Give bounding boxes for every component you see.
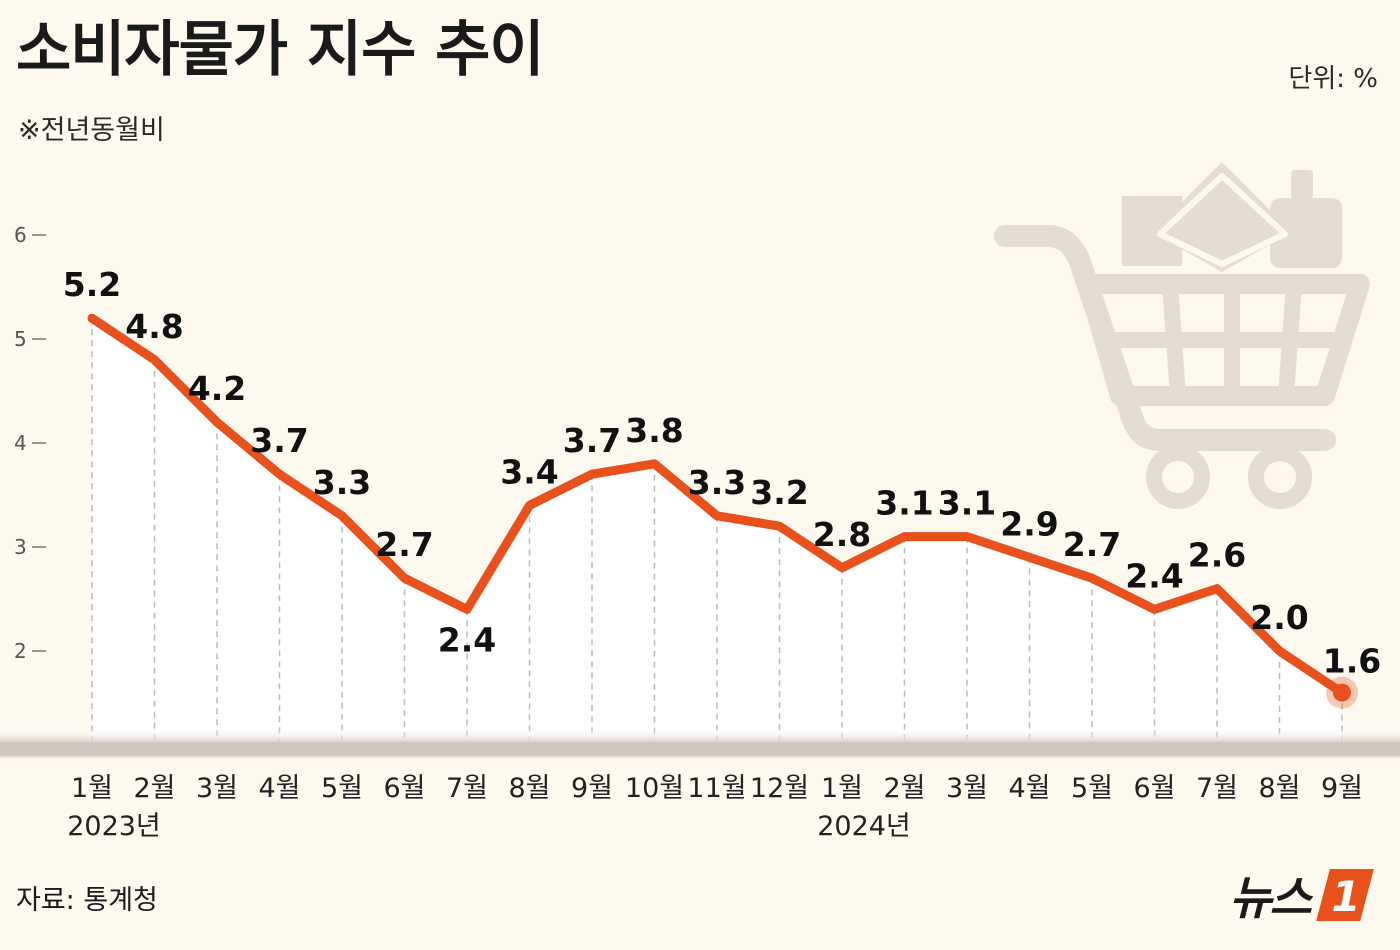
x-tick-label: 12월 bbox=[750, 773, 809, 804]
x-tick-label: 3월 bbox=[196, 773, 238, 804]
source-note: 자료: 통계청 bbox=[16, 885, 158, 916]
data-label: 2.8 bbox=[813, 515, 871, 554]
data-label: 3.8 bbox=[625, 411, 683, 450]
data-label: 2.7 bbox=[1063, 525, 1121, 564]
gridlines bbox=[91, 318, 1343, 742]
y-tick-label: 2 bbox=[14, 639, 27, 663]
year-label: 2024년 bbox=[817, 811, 911, 842]
data-label: 4.2 bbox=[188, 369, 246, 408]
data-label: 5.2 bbox=[63, 265, 121, 304]
series-line bbox=[87, 313, 1358, 709]
x-tick-label: 3월 bbox=[946, 773, 988, 804]
unit-label: 단위: % bbox=[1288, 64, 1378, 94]
data-label: 4.8 bbox=[125, 307, 183, 346]
data-label: 2.4 bbox=[438, 620, 496, 659]
x-tick-label: 7월 bbox=[446, 773, 488, 804]
chart-subtitle: ※전년동월비 bbox=[18, 115, 165, 146]
data-label: 3.3 bbox=[313, 463, 371, 502]
news1-logo: 뉴스 1 bbox=[1229, 862, 1378, 928]
x-tick-label: 5월 bbox=[321, 773, 363, 804]
data-label: 3.4 bbox=[500, 452, 558, 491]
x-tick-label: 1월 bbox=[821, 773, 863, 804]
data-labels: 5.24.84.23.73.32.72.43.43.7 3.83.3 3.22.83… bbox=[63, 265, 1381, 680]
baseline-edge bbox=[0, 756, 1400, 758]
data-label: 2.4 bbox=[1125, 556, 1183, 595]
y-tick-label: 6 bbox=[14, 223, 27, 247]
data-label: 2.6 bbox=[1188, 536, 1246, 575]
y-tick-label: 4 bbox=[14, 431, 27, 455]
x-tick-label: 9월 bbox=[1321, 773, 1363, 804]
x-tick-label: 11월 bbox=[687, 773, 746, 804]
data-label: 3.2 bbox=[750, 473, 808, 512]
x-tick-label: 1월 bbox=[71, 773, 113, 804]
x-tick-label: 5월 bbox=[1071, 773, 1113, 804]
baseline-band bbox=[0, 742, 1400, 756]
x-tick-label: 4월 bbox=[258, 773, 300, 804]
baseline-shadow bbox=[0, 728, 1400, 742]
data-label: 2.7 bbox=[375, 525, 433, 564]
data-label: 3.1 bbox=[938, 484, 996, 523]
logo-mark-icon: 1 bbox=[1316, 869, 1374, 921]
year-label: 2023년 bbox=[67, 811, 161, 842]
data-label: 2.0 bbox=[1250, 598, 1308, 637]
x-tick-label: 6월 bbox=[383, 773, 425, 804]
data-label: 3.7 bbox=[563, 421, 621, 460]
y-axis: 2 3 4 5 6 bbox=[14, 223, 46, 663]
x-tick-label: 8월 bbox=[1258, 773, 1300, 804]
data-label: 3.3 bbox=[688, 463, 746, 502]
x-tick-label: 10월 bbox=[625, 773, 684, 804]
data-label: 2.9 bbox=[1000, 504, 1058, 543]
x-tick-label: 7월 bbox=[1196, 773, 1238, 804]
logo-mark-text: 1 bbox=[1331, 872, 1360, 921]
x-axis-baseline bbox=[0, 728, 1400, 758]
x-tick-label: 4월 bbox=[1008, 773, 1050, 804]
x-tick-label: 9월 bbox=[571, 773, 613, 804]
data-label: 1.6 bbox=[1323, 642, 1381, 681]
x-tick-label: 2월 bbox=[883, 773, 925, 804]
data-label: 3.7 bbox=[250, 421, 308, 460]
x-tick-label: 6월 bbox=[1133, 773, 1175, 804]
x-axis: 1월 2월 3월 4월 5월 6월 7월 8월 9월 10월 11월 12월 1월 2월 3월 4월 5월 6월 7… bbox=[67, 773, 1363, 842]
x-tick-label: 8월 bbox=[508, 773, 550, 804]
y-tick-label: 5 bbox=[14, 327, 27, 351]
y-tick-label: 3 bbox=[14, 535, 27, 559]
logo-text: 뉴스 bbox=[1229, 871, 1312, 925]
chart-title: 소비자물가 지수 추이 bbox=[16, 15, 545, 85]
shopping-cart-icon bbox=[994, 162, 1370, 509]
last-point-marker bbox=[1333, 683, 1351, 702]
data-label: 3.1 bbox=[875, 484, 933, 523]
x-tick-label: 2월 bbox=[133, 773, 175, 804]
